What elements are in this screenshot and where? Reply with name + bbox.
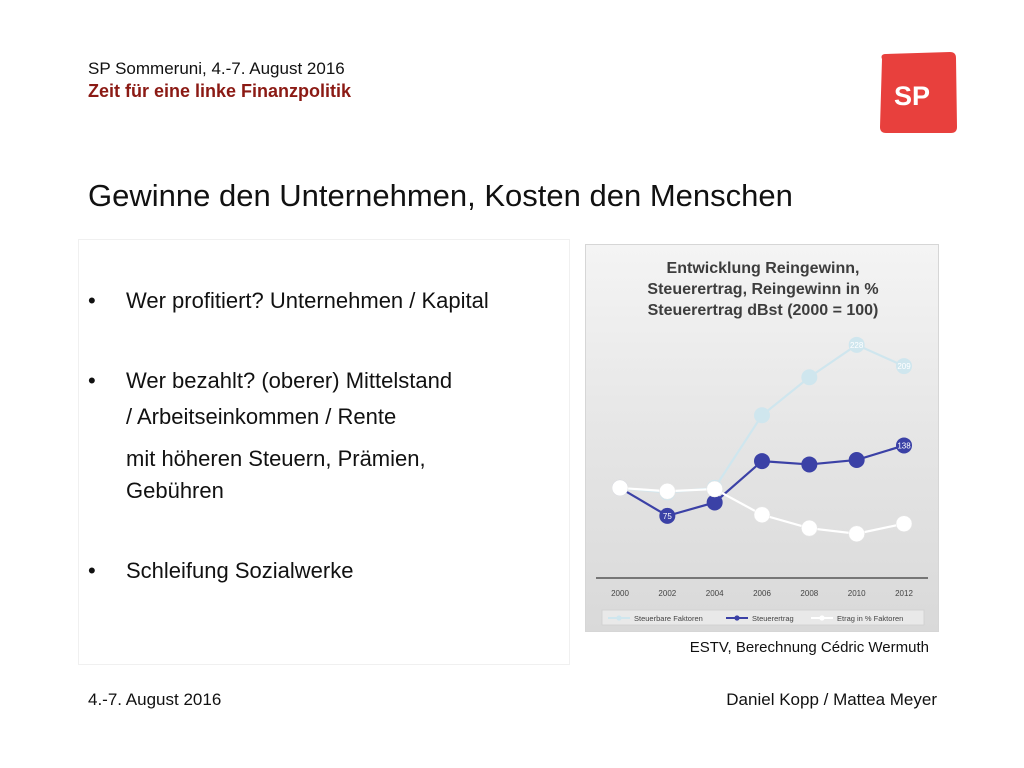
chart-title-line: Entwicklung Reingewinn,: [667, 260, 860, 277]
data-label: 209: [897, 362, 911, 371]
legend-label: Steuerbare Faktoren: [634, 614, 703, 623]
legend-label: Steuerertrag: [752, 614, 794, 623]
data-label: 228: [850, 341, 864, 350]
source-caption: ESTV, Berechnung Cédric Wermuth: [689, 639, 929, 656]
bullet-continuation: Gebühren: [126, 478, 224, 503]
data-point-s0-4: [801, 369, 818, 386]
footer-authors: Daniel Kopp / Mattea Meyer: [726, 690, 937, 709]
x-tick-label: 2012: [895, 589, 913, 598]
data-point-s0-6: [896, 358, 912, 375]
footer-date: 4.-7. August 2016: [88, 690, 222, 709]
legend-box: [601, 609, 925, 626]
sp-logo: SP: [876, 51, 958, 135]
bullet-text: Wer profitiert? Unternehmen / Kapital: [126, 288, 489, 313]
logo-shape: [880, 52, 957, 133]
data-point-s1-4: [801, 456, 818, 473]
bullet-symbol: •: [88, 558, 96, 583]
chart-title-line: Steuerertrag dBst (2000 = 100): [648, 302, 879, 319]
data-point-s2-5: [848, 525, 865, 543]
data-point-s2-3: [753, 506, 771, 524]
event-line: SP Sommeruni, 4.-7. August 2016: [88, 59, 345, 78]
x-tick-label: 2000: [611, 589, 629, 598]
bullet-continuation: mit höheren Steuern, Prämien,: [126, 446, 426, 471]
logo-text: SP: [894, 81, 930, 111]
data-point-s2-4: [801, 519, 818, 537]
x-tick-label: 2008: [800, 589, 818, 598]
data-point-s1-1: [659, 507, 676, 524]
text-content-box: [78, 239, 570, 665]
data-point-s2-1: [659, 483, 676, 500]
data-point-s1-6: [896, 437, 912, 454]
data-point-s2-2: [706, 480, 723, 498]
data-point-s0-3: [754, 407, 770, 424]
line-chart: Entwicklung Reingewinn, Steuerertrag, Rei…: [585, 244, 939, 632]
legend-swatch-dot: [734, 615, 740, 621]
data-point-s1-5: [848, 451, 865, 468]
bullet-symbol: •: [88, 288, 96, 313]
legend-swatch-dot: [616, 615, 622, 621]
data-point-s2-6: [895, 515, 913, 532]
bullet-continuation: / Arbeitseinkommen / Rente: [126, 404, 397, 429]
data-point-s2-0: [611, 479, 629, 497]
x-tick-label: 2002: [658, 589, 676, 598]
page-title: Gewinne den Unternehmen, Kosten den Mens…: [88, 178, 793, 213]
bullet-text: Schleifung Sozialwerke: [126, 558, 354, 583]
x-tick-label: 2004: [706, 589, 724, 598]
presentation-subtitle: Zeit für eine linke Finanzpolitik: [88, 81, 352, 101]
x-tick-label: 2006: [753, 589, 771, 598]
data-point-s1-2: [706, 494, 723, 511]
bullet-symbol: •: [88, 368, 96, 393]
legend-swatch-dot: [819, 615, 825, 621]
legend-label: Etrag in % Faktoren: [837, 614, 903, 623]
chart-title-line: Steuerertrag, Reingewinn in %: [647, 281, 878, 298]
data-label: 138: [897, 441, 911, 450]
data-point-s0-5: [848, 336, 865, 353]
data-point-s1-3: [754, 453, 770, 470]
x-tick-label: 2010: [848, 589, 866, 598]
bullet-text: Wer bezahlt? (oberer) Mittelstand: [126, 368, 453, 393]
data-label: 75: [663, 512, 672, 521]
